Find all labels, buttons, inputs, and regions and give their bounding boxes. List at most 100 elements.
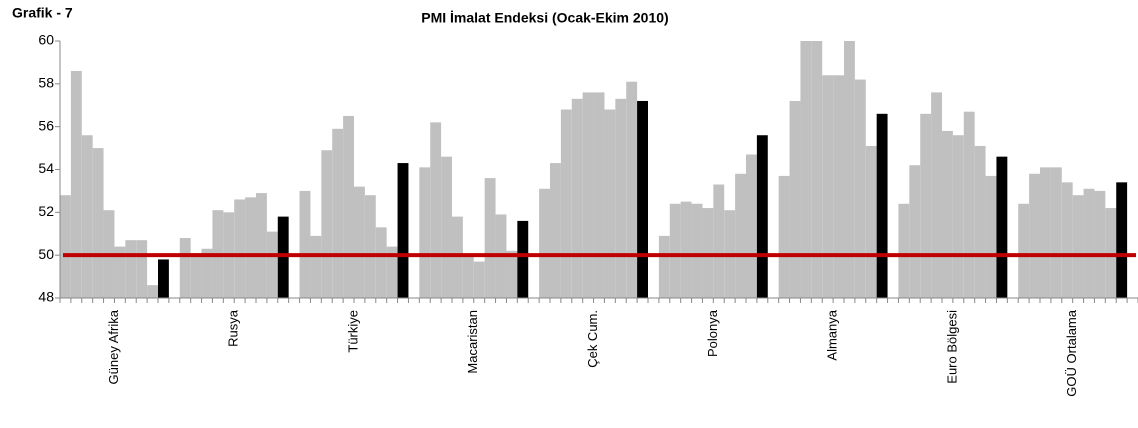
bar — [822, 75, 834, 298]
bar — [789, 100, 801, 298]
bar — [571, 98, 583, 298]
bar — [462, 255, 474, 298]
bar — [582, 92, 594, 298]
bar — [996, 156, 1008, 298]
bar — [179, 238, 191, 298]
bar — [354, 186, 365, 298]
bar — [604, 109, 616, 298]
bar — [256, 193, 267, 298]
bar — [70, 70, 82, 298]
bar — [266, 231, 278, 298]
bar — [691, 203, 703, 298]
bar — [931, 92, 942, 298]
bar — [277, 216, 289, 298]
bar — [702, 208, 714, 298]
bar — [245, 197, 256, 298]
bar — [452, 216, 463, 298]
y-tick-label: 54 — [38, 160, 54, 176]
x-tick-label: Rusya — [226, 309, 241, 347]
bar — [484, 178, 496, 298]
bar — [81, 135, 93, 298]
bar — [800, 41, 812, 298]
bar — [1094, 190, 1106, 298]
y-tick-label: 50 — [38, 246, 54, 262]
bar — [136, 240, 148, 298]
x-tick-label: Macaristan — [465, 310, 480, 374]
bar — [876, 113, 888, 298]
bar — [985, 175, 997, 298]
bar — [201, 248, 213, 298]
chart-title: PMI İmalat Endeksi (Ocak-Ekim 2010) — [421, 10, 668, 26]
bar — [963, 111, 975, 298]
bar — [386, 246, 398, 298]
bar — [909, 165, 921, 298]
bar — [920, 113, 932, 298]
bar — [1083, 188, 1095, 298]
x-tick-label: Çek Cum. — [585, 310, 600, 368]
bar — [560, 109, 572, 298]
bar — [713, 184, 725, 298]
x-tick-label: Güney Afrika — [106, 309, 121, 384]
bar — [321, 150, 333, 298]
bar — [517, 220, 529, 298]
bar — [680, 201, 692, 298]
x-tick-label: Euro Bölgesi — [944, 310, 959, 384]
bar — [974, 145, 986, 298]
bar — [397, 163, 409, 298]
bar — [1050, 167, 1062, 298]
x-tick-label: Polonya — [705, 309, 720, 357]
bar — [844, 41, 855, 298]
bar — [1040, 167, 1051, 298]
bar — [92, 148, 104, 298]
bar — [114, 246, 126, 298]
bar — [735, 173, 746, 298]
y-tick-label: 58 — [38, 75, 54, 91]
bar — [539, 188, 550, 298]
bar — [1018, 203, 1030, 298]
bar — [506, 250, 518, 298]
bar — [419, 167, 431, 298]
y-tick-label: 52 — [38, 203, 54, 219]
y-tick-label: 60 — [38, 32, 54, 48]
bar — [811, 41, 823, 298]
bar — [669, 203, 681, 298]
x-tick-label: Almanya — [825, 309, 840, 360]
bar — [310, 235, 322, 298]
y-tick-label: 48 — [38, 289, 54, 305]
bar — [234, 199, 246, 298]
bar — [1105, 208, 1117, 298]
bar — [158, 259, 169, 298]
bar — [1029, 173, 1040, 298]
bar — [756, 135, 768, 298]
bar — [430, 122, 442, 298]
bar — [854, 79, 866, 298]
bar — [332, 128, 344, 298]
bar — [550, 163, 561, 298]
bar — [898, 203, 910, 298]
bar — [1072, 195, 1084, 298]
bar — [125, 240, 137, 298]
bar — [1116, 182, 1128, 298]
x-tick-label: Türkiye — [345, 310, 360, 353]
bar — [942, 130, 953, 298]
y-tick-label: 56 — [38, 117, 54, 133]
bar — [746, 154, 757, 298]
bar — [658, 235, 670, 298]
bar — [865, 145, 877, 298]
bar — [593, 92, 605, 298]
bar — [778, 175, 790, 298]
bar — [637, 100, 648, 298]
x-tick-label: GOÜ Ortalama — [1064, 309, 1079, 396]
bar — [952, 135, 964, 298]
bar — [190, 253, 202, 298]
bar — [626, 81, 638, 298]
chart-label: Grafik - 7 — [12, 5, 73, 21]
bar — [60, 195, 71, 298]
bar — [375, 227, 387, 298]
bar — [147, 285, 158, 298]
bar — [615, 98, 627, 298]
bar — [441, 156, 452, 298]
bar — [473, 261, 485, 298]
bar — [364, 195, 376, 298]
bar — [1061, 182, 1073, 298]
